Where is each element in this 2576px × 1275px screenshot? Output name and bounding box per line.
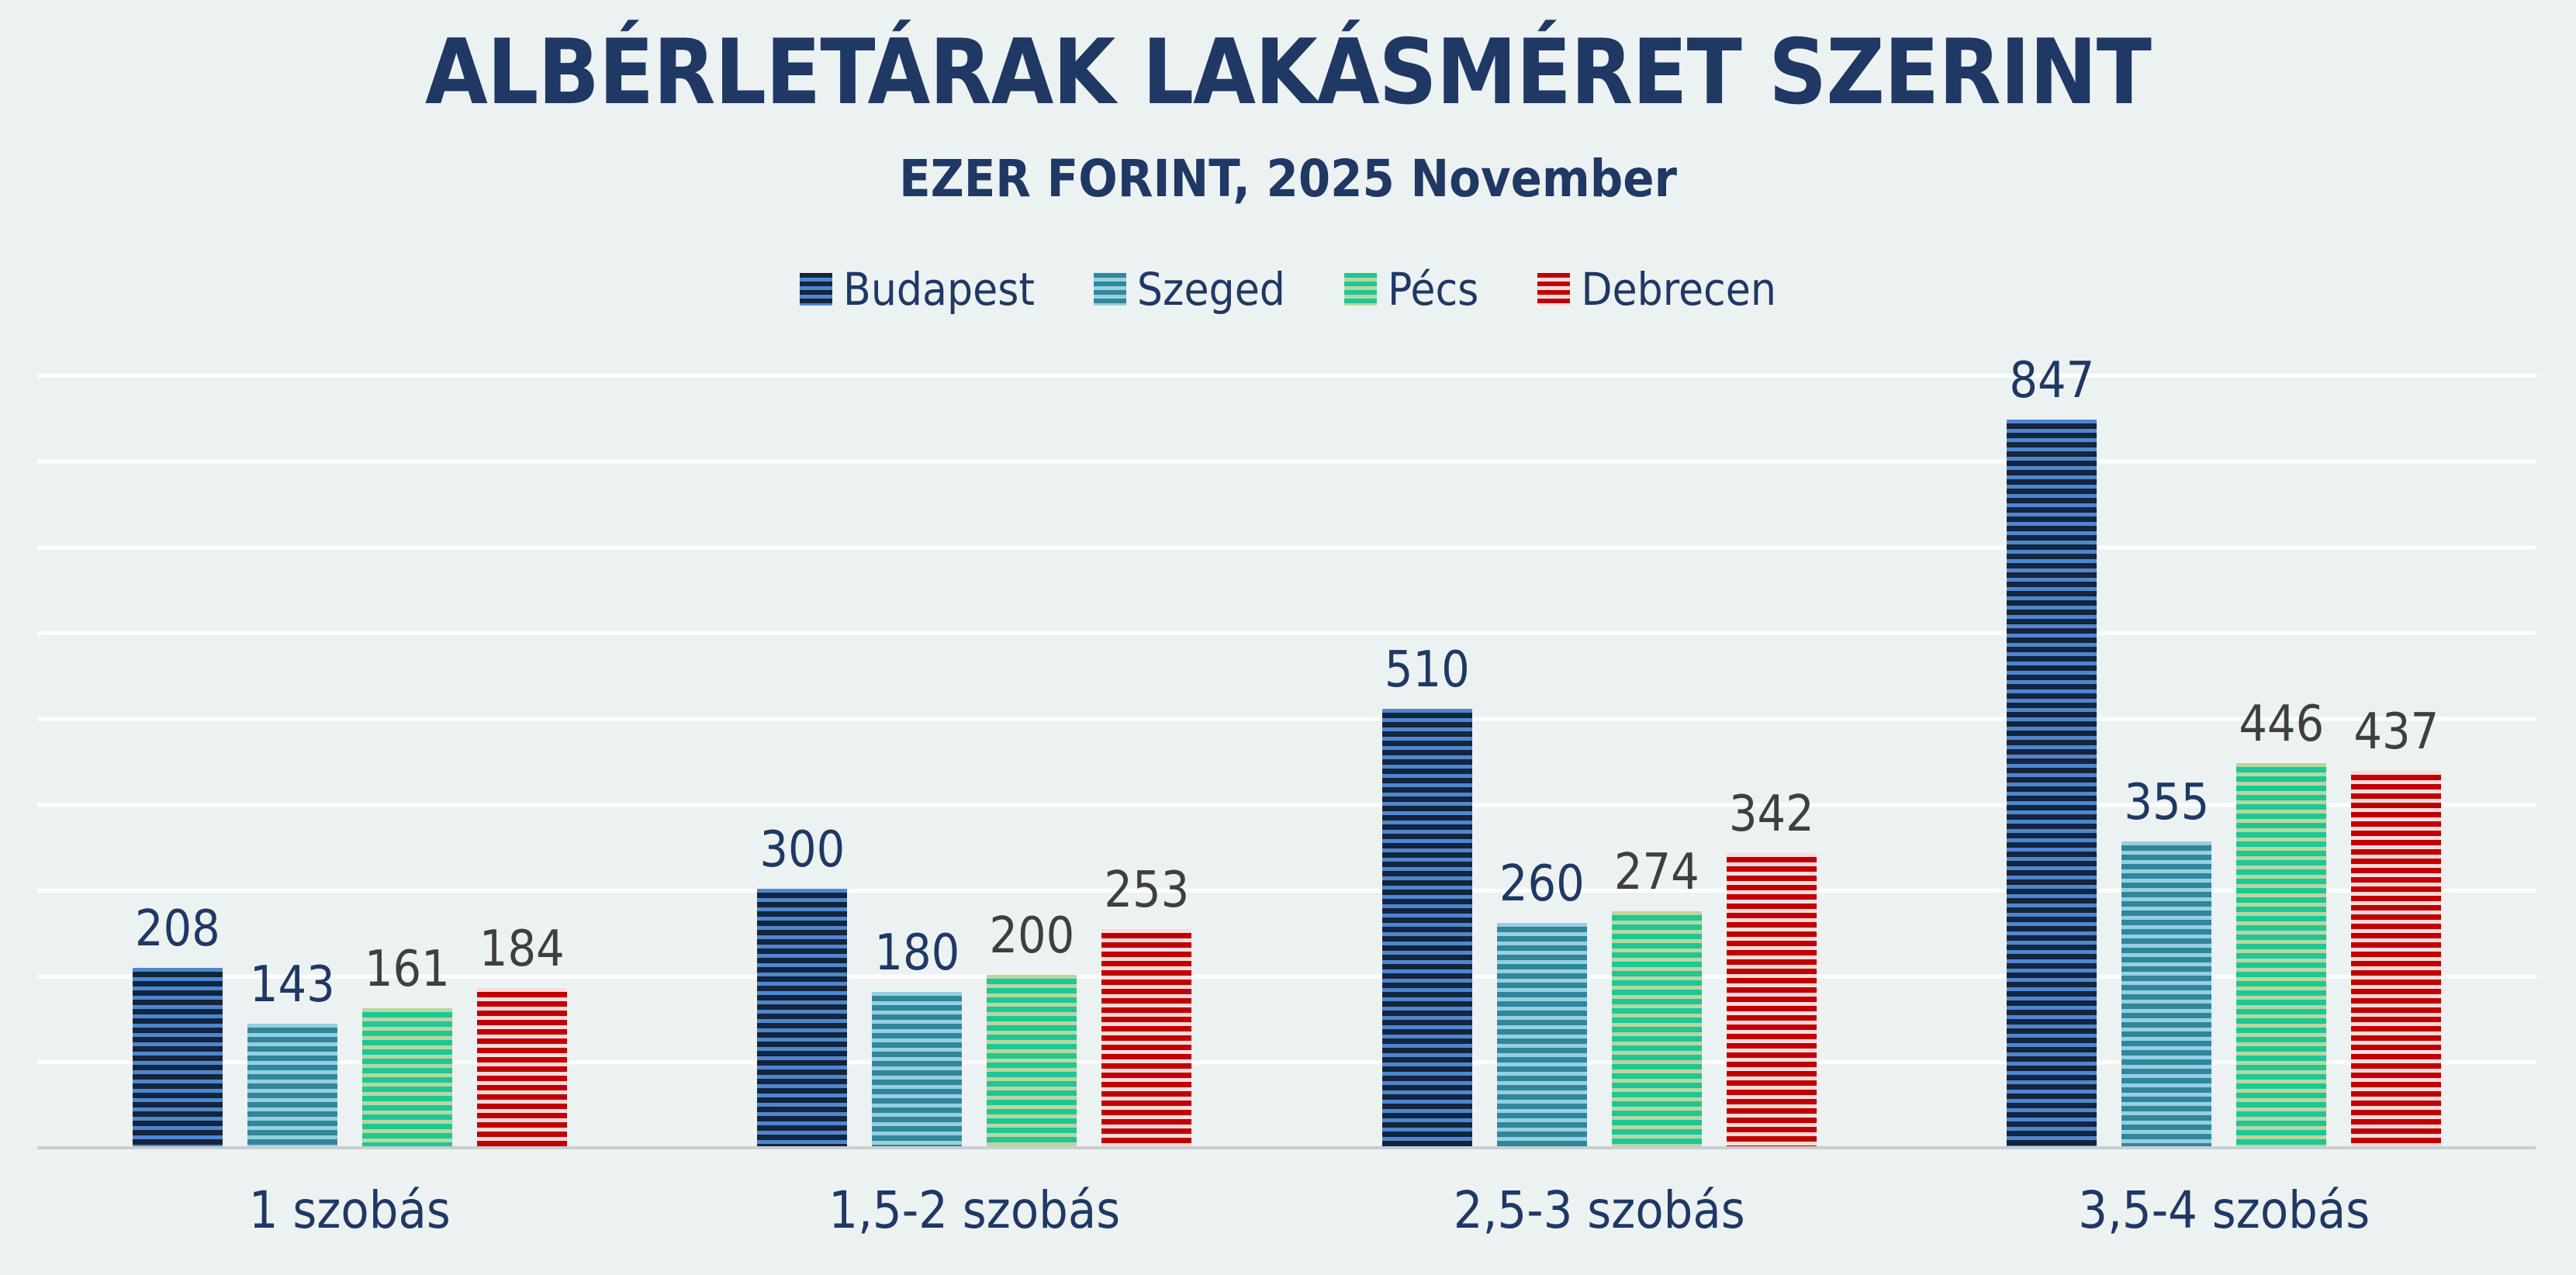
bar-value-label-budapest-2-5-3-szoba-s: 510: [1384, 641, 1470, 699]
bar-groups: 208 143 161 184 300 180 200 253 510 260 274 342 847 3…: [37, 356, 2537, 1146]
bar-value-label-szeged-1-szoba-s: 143: [249, 955, 335, 1014]
legend-item-szeged: Szeged: [1093, 263, 1285, 316]
category-label-1-5-2-szoba-s: 1,5-2 szobás: [828, 1180, 1121, 1240]
bar-value-label-pe-cs-2-5-3-szoba-s: 274: [1613, 843, 1699, 901]
bar-pe-cs-3-5-4-szoba-s: 446: [2236, 700, 2327, 1146]
legend-label-pe-cs: Pécs: [1387, 263, 1479, 316]
bar-debrecen-1-szoba-s: 184: [476, 924, 567, 1146]
legend-swatch-icon-pe-cs: [1343, 273, 1377, 306]
bar-value-label-szeged-2-5-3-szoba-s: 260: [1499, 855, 1585, 914]
bar-szeged-3-5-4-szoba-s: 355: [2121, 778, 2212, 1146]
legend-label-szeged: Szeged: [1136, 263, 1285, 316]
bar-value-label-pe-cs-1-5-2-szoba-s: 200: [989, 907, 1075, 965]
category-label-2-5-3-szoba-s: 2,5-3 szobás: [1453, 1180, 1745, 1240]
bar-budapest-1-5-2-szoba-s: 300: [757, 825, 848, 1146]
bar-value-label-pe-cs-3-5-4-szoba-s: 446: [2239, 696, 2325, 754]
bar-group-2-5-3-szoba-s: 510 260 274 342: [1287, 374, 1912, 1146]
category-label-3-5-4-szoba-s: 3,5-4 szobás: [2078, 1180, 2370, 1240]
bar-value-label-szeged-3-5-4-szoba-s: 355: [2124, 774, 2210, 832]
bar-value-label-budapest-3-5-4-szoba-s: 847: [2009, 351, 2095, 409]
legend-swatch-icon-szeged: [1093, 273, 1126, 306]
bar-value-label-debrecen-1-5-2-szoba-s: 253: [1104, 862, 1190, 919]
bar-value-label-budapest-1-szoba-s: 208: [134, 900, 220, 958]
bar-value-label-debrecen-1-szoba-s: 184: [479, 921, 565, 979]
bar-budapest-3-5-4-szoba-s: 847: [2007, 356, 2097, 1146]
legend-item-budapest: Budapest: [800, 267, 1035, 312]
plot-area: [37, 374, 2536, 1149]
bar-value-label-debrecen-2-5-3-szoba-s: 342: [1728, 785, 1814, 843]
category-label-1-szoba-s: 1 szobás: [248, 1180, 451, 1240]
legend-swatch-icon-debrecen: [1537, 273, 1571, 306]
bar-szeged-1-szoba-s: 143: [247, 960, 337, 1146]
bar-budapest-1-szoba-s: 208: [132, 904, 223, 1146]
bar-value-label-debrecen-3-5-4-szoba-s: 437: [2353, 703, 2439, 762]
chart-subtitle: EZER FORINT, 2025 November: [899, 149, 1677, 209]
bar-szeged-1-5-2-szoba-s: 180: [872, 928, 963, 1146]
bar-group-1-szoba-s: 208 143 161 184: [37, 374, 662, 1146]
bar-group-3-5-4-szoba-s: 847 355 446 437: [1912, 356, 2537, 1146]
legend-item-debrecen: Debrecen: [1537, 267, 1776, 312]
bar-pe-cs-2-5-3-szoba-s: 274: [1611, 848, 1702, 1146]
legend-item-pe-cs: Pécs: [1343, 263, 1479, 316]
bar-debrecen-2-5-3-szoba-s: 342: [1726, 790, 1817, 1146]
bar-group-1-5-2-szoba-s: 300 180 200 253: [662, 374, 1288, 1146]
legend-label-debrecen: Debrecen: [1581, 263, 1776, 316]
chart-title: ALBÉRLETÁRAK LAKÁSMÉRET SZERINT: [425, 20, 2152, 125]
legend-label-budapest: Budapest: [843, 263, 1035, 316]
bar-budapest-2-5-3-szoba-s: 510: [1381, 645, 1472, 1146]
bar-pe-cs-1-szoba-s: 161: [361, 945, 452, 1146]
bar-debrecen-1-5-2-szoba-s: 253: [1101, 866, 1192, 1146]
bar-debrecen-3-5-4-szoba-s: 437: [2351, 707, 2442, 1146]
bar-value-label-szeged-1-5-2-szoba-s: 180: [874, 924, 960, 982]
legend: Budapest Szeged Pécs Debrecen: [0, 267, 2576, 312]
bar-pe-cs-1-5-2-szoba-s: 200: [987, 911, 1077, 1146]
bar-szeged-2-5-3-szoba-s: 260: [1496, 859, 1587, 1146]
legend-swatch-icon-budapest: [800, 273, 833, 306]
bar-value-label-pe-cs-1-szoba-s: 161: [364, 940, 450, 998]
category-axis: 1 szobás 1,5-2 szobás 2,5-3 szobás 3,5-4 sz…: [37, 1185, 2536, 1236]
bar-value-label-budapest-1-5-2-szoba-s: 300: [759, 821, 845, 879]
